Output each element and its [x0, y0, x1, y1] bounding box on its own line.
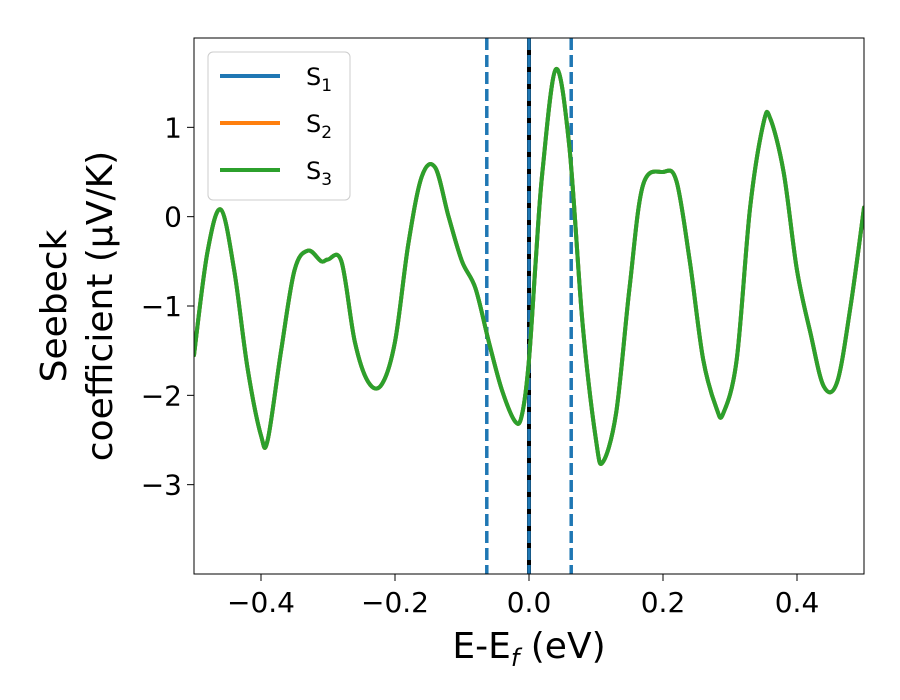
y-axis-label-line2: coefficient (μV/K): [80, 151, 121, 461]
y-tick-label: 0: [164, 201, 182, 234]
reference-lines: [485, 38, 573, 574]
series-line-3: [194, 67, 864, 466]
legend-label-2: S2: [306, 110, 332, 143]
y-tick-label: 1: [164, 111, 182, 144]
x-tick-label: 0.0: [507, 586, 552, 619]
y-axis-ticks: −3 −2 −1 0 1: [141, 111, 194, 502]
legend-label-1: S1: [306, 63, 332, 96]
y-tick-label: −2: [141, 379, 182, 412]
x-tick-label: −0.4: [227, 586, 295, 619]
y-tick-label: −3: [141, 469, 182, 502]
x-tick-label: 0.2: [641, 586, 686, 619]
x-tick-label: −0.2: [361, 586, 429, 619]
y-tick-label: −1: [141, 290, 182, 323]
legend: S1 S2 S3: [207, 51, 351, 201]
x-axis-ticks: −0.4 −0.2 0.0 0.2 0.4: [227, 574, 819, 619]
series-lines: [194, 67, 864, 466]
y-axis-label-line1: Seebeck: [34, 229, 75, 382]
x-axis-label: E-Ef (eV): [452, 626, 605, 672]
legend-label-3: S3: [306, 157, 332, 190]
legend-box: [207, 51, 351, 201]
x-tick-label: 0.4: [775, 586, 820, 619]
